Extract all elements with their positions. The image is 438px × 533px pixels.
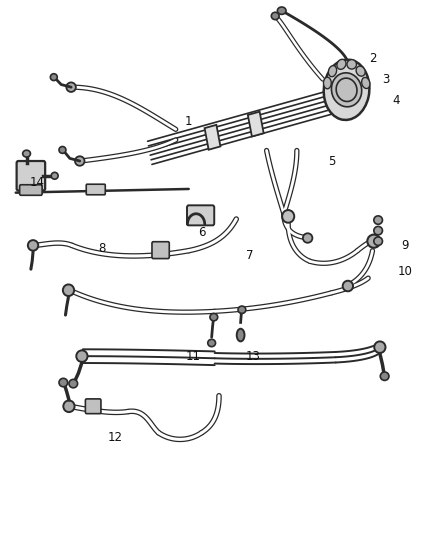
Ellipse shape bbox=[59, 147, 66, 154]
Text: 4: 4 bbox=[392, 94, 400, 107]
Text: 11: 11 bbox=[186, 350, 201, 362]
FancyBboxPatch shape bbox=[248, 111, 264, 136]
Ellipse shape bbox=[374, 227, 382, 235]
Text: 9: 9 bbox=[401, 239, 409, 252]
Ellipse shape bbox=[324, 60, 369, 120]
Ellipse shape bbox=[50, 74, 57, 80]
Ellipse shape bbox=[59, 378, 67, 387]
Ellipse shape bbox=[374, 216, 382, 224]
Ellipse shape bbox=[51, 172, 58, 179]
Text: 1: 1 bbox=[185, 115, 192, 128]
Ellipse shape bbox=[337, 59, 346, 69]
Ellipse shape bbox=[303, 233, 312, 243]
Ellipse shape bbox=[282, 210, 294, 223]
Ellipse shape bbox=[367, 235, 380, 248]
Ellipse shape bbox=[75, 156, 85, 166]
Ellipse shape bbox=[63, 285, 74, 296]
Ellipse shape bbox=[328, 66, 337, 77]
Ellipse shape bbox=[69, 379, 78, 388]
Ellipse shape bbox=[374, 342, 385, 353]
Text: 6: 6 bbox=[198, 225, 205, 239]
Text: 12: 12 bbox=[108, 431, 123, 445]
Ellipse shape bbox=[347, 60, 357, 69]
Ellipse shape bbox=[238, 306, 246, 313]
FancyBboxPatch shape bbox=[152, 241, 169, 259]
Ellipse shape bbox=[324, 77, 331, 89]
FancyBboxPatch shape bbox=[86, 184, 105, 195]
Ellipse shape bbox=[23, 150, 31, 157]
Ellipse shape bbox=[237, 329, 244, 342]
Ellipse shape bbox=[343, 281, 353, 292]
Ellipse shape bbox=[208, 340, 215, 346]
Ellipse shape bbox=[210, 313, 218, 321]
Text: 10: 10 bbox=[398, 265, 413, 278]
FancyBboxPatch shape bbox=[85, 399, 101, 414]
Ellipse shape bbox=[277, 7, 286, 14]
Text: 8: 8 bbox=[99, 241, 106, 255]
Text: 13: 13 bbox=[246, 350, 261, 362]
Ellipse shape bbox=[380, 372, 389, 381]
Text: 3: 3 bbox=[382, 73, 389, 86]
Ellipse shape bbox=[76, 350, 88, 362]
Ellipse shape bbox=[336, 78, 357, 101]
Ellipse shape bbox=[66, 83, 76, 92]
Text: 5: 5 bbox=[328, 155, 335, 167]
Ellipse shape bbox=[374, 237, 382, 245]
Ellipse shape bbox=[271, 12, 279, 20]
Ellipse shape bbox=[64, 400, 74, 412]
FancyBboxPatch shape bbox=[205, 125, 220, 150]
Text: 7: 7 bbox=[246, 249, 253, 262]
Text: 14: 14 bbox=[30, 175, 45, 189]
FancyBboxPatch shape bbox=[17, 161, 45, 191]
Ellipse shape bbox=[332, 73, 362, 107]
FancyBboxPatch shape bbox=[20, 185, 42, 195]
FancyBboxPatch shape bbox=[187, 205, 214, 225]
Ellipse shape bbox=[362, 77, 370, 88]
Ellipse shape bbox=[356, 66, 365, 76]
Ellipse shape bbox=[28, 240, 38, 251]
Text: 2: 2 bbox=[369, 52, 376, 64]
